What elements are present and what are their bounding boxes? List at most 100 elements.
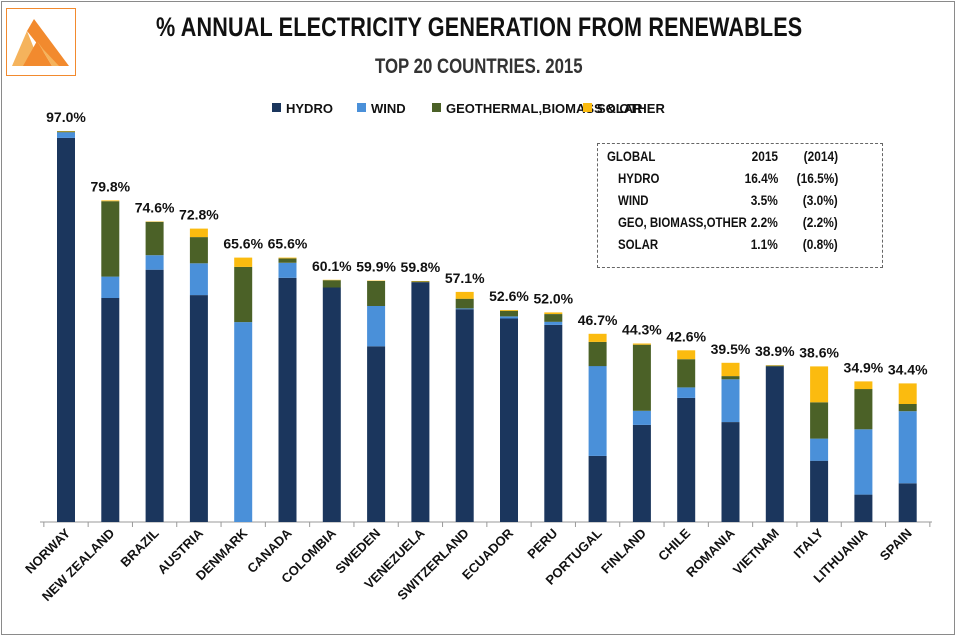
bar-italy-wind bbox=[810, 438, 829, 461]
x-tick-label-romania: ROMANIA bbox=[683, 525, 738, 580]
bar-lithuania-solar bbox=[854, 381, 873, 390]
bar-switzerland-geothermal-biomass-other bbox=[455, 298, 474, 309]
total-label-portugal: 46.7% bbox=[578, 312, 618, 328]
total-label-chile: 42.6% bbox=[666, 328, 706, 344]
bar-italy-geothermal-biomass-other bbox=[810, 402, 829, 439]
global-row-2015: 1.1% bbox=[750, 237, 778, 252]
total-label-ecuador: 52.6% bbox=[489, 288, 529, 304]
bar-peru-hydro bbox=[544, 324, 563, 522]
bar-finland-hydro bbox=[632, 424, 651, 522]
bar-chile-geothermal-biomass-other bbox=[677, 359, 696, 388]
bar-chile-solar bbox=[677, 350, 696, 360]
total-labels: 97.0%79.8%74.6% 72.8%65.6% 65.6%60.1% 59.9%… bbox=[46, 109, 928, 377]
logo-triangle-icon bbox=[12, 19, 69, 66]
total-label-romania: 39.5% bbox=[711, 341, 751, 357]
bar-chile-wind bbox=[677, 387, 696, 398]
global-row-solar: SOLAR 1.1% (0.8%) bbox=[598, 237, 882, 257]
x-tick-label-brazil: BRAZIL bbox=[117, 525, 161, 569]
bar-peru-wind bbox=[544, 321, 563, 325]
total-label-lithuania: 34.9% bbox=[844, 359, 884, 375]
bar-portugal-solar bbox=[588, 333, 607, 342]
bar-italy-hydro bbox=[810, 460, 829, 522]
bar-sweden-geothermal-biomass-other bbox=[367, 281, 386, 306]
total-label-austria: 72.8% bbox=[179, 207, 219, 223]
bar-denmark-solar bbox=[234, 257, 253, 267]
global-row-2015: 2.2% bbox=[750, 215, 778, 230]
bar-canada-solar bbox=[278, 257, 297, 259]
bar-finland-geothermal-biomass-other bbox=[632, 344, 651, 411]
global-header-row: GLOBAL 2015 (2014) bbox=[598, 149, 882, 169]
legend-swatch-geothermal-biomass-other bbox=[432, 103, 441, 112]
bar-vietnam-hydro bbox=[765, 366, 784, 522]
bar-group bbox=[57, 131, 917, 522]
bar-lithuania-hydro bbox=[854, 494, 873, 522]
bar-denmark-geothermal-biomass-other bbox=[234, 266, 253, 323]
bar-spain-wind bbox=[898, 411, 917, 484]
legend-label-wind: WIND bbox=[371, 101, 406, 116]
bar-finland-solar bbox=[632, 343, 651, 345]
bar-norway-geothermal-biomass-other bbox=[57, 131, 75, 133]
legend-label-hydro: HYDRO bbox=[286, 101, 333, 116]
x-tick-label-peru: PERU bbox=[524, 526, 560, 562]
total-label-new-zealand: 79.8% bbox=[90, 178, 130, 194]
global-row-2014: (3.0%) bbox=[803, 193, 838, 208]
x-tick-label-vietnam: VIETNAM bbox=[730, 526, 782, 578]
bar-new-zealand-solar bbox=[101, 200, 120, 202]
bar-brazil-wind bbox=[145, 255, 164, 270]
bar-colombia-geothermal-biomass-other bbox=[322, 280, 341, 288]
bar-portugal-hydro bbox=[588, 455, 607, 522]
legend-label-solar: SOLAR bbox=[597, 101, 643, 116]
bar-brazil-geothermal-biomass-other bbox=[145, 221, 164, 256]
global-row-2014: (16.5%) bbox=[796, 171, 838, 186]
bar-lithuania-wind bbox=[854, 429, 873, 495]
bar-italy-solar bbox=[810, 366, 829, 403]
bar-austria-solar bbox=[189, 228, 208, 238]
total-label-switzerland: 57.1% bbox=[445, 270, 485, 286]
total-label-italy: 38.6% bbox=[799, 344, 839, 360]
chart-title: % ANNUAL ELECTRICITY GENERATION FROM REN… bbox=[156, 12, 803, 42]
x-tick-label-italy: ITALY bbox=[791, 525, 827, 561]
bar-romania-wind bbox=[721, 379, 740, 422]
bar-ecuador-solar bbox=[500, 310, 518, 311]
global-header-2014: (2014) bbox=[803, 149, 838, 164]
bar-austria-hydro bbox=[189, 295, 208, 522]
global-row-hydro: HYDRO 16.4% (16.5%) bbox=[598, 171, 882, 191]
bar-peru-solar bbox=[544, 312, 563, 314]
global-row-wind: WIND 3.5% (3.0%) bbox=[598, 193, 882, 213]
x-tick-label-spain: SPAIN bbox=[877, 526, 915, 564]
bar-portugal-wind bbox=[588, 366, 607, 456]
legend-swatch-hydro bbox=[272, 103, 281, 112]
total-label-vietnam: 38.9% bbox=[755, 343, 795, 359]
x-tick-label-finland: FINLAND bbox=[598, 526, 649, 577]
total-label-colombia: 60.1% bbox=[312, 258, 352, 274]
global-header-2015: 2015 bbox=[751, 149, 778, 164]
global-row-label: SOLAR bbox=[618, 237, 659, 252]
bar-canada-wind bbox=[278, 262, 297, 278]
global-row-geo: GEO, BIOMASS,OTHER 2.2% (2.2%) bbox=[598, 215, 882, 235]
chart-subtitle: TOP 20 COUNTRIES. 2015 bbox=[375, 55, 583, 78]
global-row-label: GEO, BIOMASS,OTHER bbox=[618, 215, 747, 230]
bar-switzerland-hydro bbox=[455, 309, 474, 522]
legend-swatch-wind bbox=[357, 103, 366, 112]
global-row-2014: (2.2%) bbox=[803, 215, 838, 230]
bar-ecuador-wind bbox=[500, 316, 518, 319]
total-label-denmark: 65.6% bbox=[223, 236, 263, 252]
bar-peru-geothermal-biomass-other bbox=[544, 314, 563, 322]
bar-denmark-wind bbox=[234, 322, 253, 522]
bar-portugal-geothermal-biomass-other bbox=[588, 341, 607, 367]
bar-ecuador-geothermal-biomass-other bbox=[500, 310, 518, 317]
bar-spain-geothermal-biomass-other bbox=[898, 403, 917, 412]
bar-canada-hydro bbox=[278, 277, 297, 522]
total-label-spain: 34.4% bbox=[888, 361, 928, 377]
bar-norway-hydro bbox=[57, 137, 75, 522]
bar-vietnam-geothermal-biomass-other bbox=[765, 365, 784, 367]
bar-lithuania-geothermal-biomass-other bbox=[854, 389, 873, 430]
bar-finland-wind bbox=[632, 410, 651, 425]
total-label-sweden: 59.9% bbox=[356, 259, 396, 275]
legend-label-geothermal-biomass-other: GEOTHERMAL,BIOMASS & OTHER bbox=[446, 101, 665, 116]
bar-venezuela-hydro bbox=[411, 282, 430, 522]
bar-venezuela-geothermal-biomass-other bbox=[411, 281, 430, 283]
global-row-2015: 3.5% bbox=[750, 193, 778, 208]
